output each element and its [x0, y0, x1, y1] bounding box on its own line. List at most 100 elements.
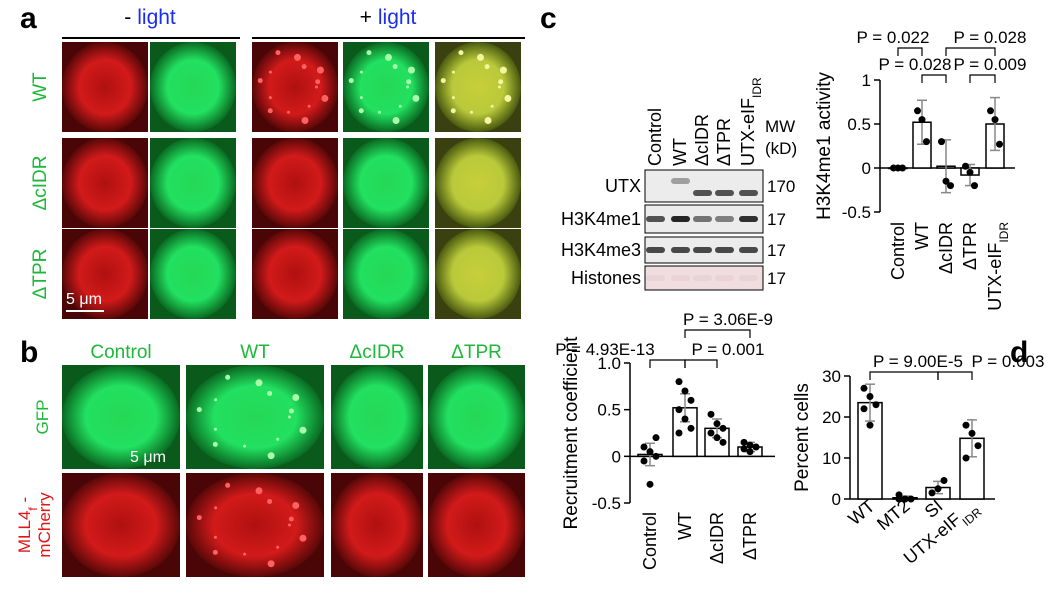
y-axis-label: Percent cells [792, 383, 813, 492]
x-tick-label: ΔTPR [960, 222, 980, 270]
condensate [359, 96, 363, 100]
condensate [288, 523, 291, 527]
condensate [225, 374, 231, 380]
condensate [267, 560, 275, 568]
data-point [746, 441, 754, 449]
x-tick-label: ΔcIDR [707, 512, 727, 564]
data-point [740, 438, 748, 446]
row-label: GFP [33, 400, 52, 435]
data-point [687, 396, 695, 404]
significance-bracket [945, 47, 996, 56]
data-point [940, 477, 948, 485]
text-part: ΔcIDR [936, 222, 956, 274]
condensate [243, 444, 247, 448]
text-part: Control [645, 108, 665, 166]
data-point [675, 429, 683, 437]
p-value: P = 0.028 [879, 55, 952, 74]
nucleus [343, 138, 429, 228]
band-label: H3K4me1 [561, 209, 641, 229]
y-tick-label: 0.5 [847, 115, 871, 134]
condensate [288, 408, 294, 414]
p-value: P = 4.93E-13 [555, 340, 654, 359]
condensate [276, 545, 280, 549]
data-point [652, 452, 660, 460]
scale-bar-label: 5 μm [130, 449, 166, 466]
nucleus [435, 138, 521, 228]
condensate [288, 516, 294, 522]
band-label: Histones [571, 268, 641, 288]
data-point [901, 495, 909, 503]
blot [644, 265, 764, 291]
condition-label: + light [360, 6, 417, 29]
condensate [392, 116, 400, 124]
band [739, 247, 758, 253]
y-tick-label: 0.5 [597, 401, 621, 420]
condensate [267, 452, 275, 460]
text-part: - [124, 6, 131, 29]
significance-bracket [869, 371, 939, 380]
data-point [675, 378, 683, 386]
nucleus [150, 42, 236, 132]
nucleus [62, 42, 148, 132]
significance-bracket [649, 359, 686, 368]
text-part: ΔTPR [740, 512, 760, 560]
condensate [451, 96, 455, 100]
data-point [923, 138, 930, 146]
band-label: H3K4me3 [561, 240, 641, 260]
x-tick-label: WT [675, 512, 695, 540]
lane-label: ΔTPR [714, 118, 734, 166]
column-label: WT [240, 342, 270, 363]
band [715, 190, 734, 196]
text-part: WT [844, 496, 878, 529]
p-value: P = 3.06E-9 [683, 310, 773, 329]
band [671, 247, 690, 253]
condensate [392, 64, 398, 70]
condensate [212, 549, 218, 555]
nucleus [343, 42, 429, 132]
nucleus [252, 138, 338, 228]
p-value: P = 0.003 [972, 352, 1045, 371]
band [671, 275, 690, 281]
condensate [212, 441, 218, 447]
condensate [406, 85, 409, 89]
data-point [928, 489, 936, 497]
nucleus [343, 229, 429, 319]
data-point [918, 116, 926, 124]
data-point [987, 107, 994, 115]
data-point [646, 480, 654, 488]
condensate [348, 78, 354, 84]
data-point [962, 162, 969, 170]
data-point [860, 384, 868, 392]
data-point [652, 434, 660, 442]
mw-label: 17 [767, 210, 786, 229]
condition-label: - light [124, 6, 176, 29]
text-part: f [26, 507, 40, 511]
condensate [214, 398, 218, 402]
text-part: IDR [997, 222, 1011, 243]
condensate [307, 104, 311, 108]
nucleus [62, 138, 148, 228]
panel-label: c [540, 2, 557, 35]
text-part: WT [912, 222, 932, 250]
condensate [440, 78, 446, 84]
text-part: light [137, 6, 176, 29]
condensate [225, 482, 231, 488]
data-point [966, 168, 974, 176]
x-tick-label: Control [888, 222, 908, 280]
condensate [276, 437, 280, 441]
condensate [213, 535, 217, 539]
data-point [962, 421, 970, 429]
nucleus [428, 365, 525, 469]
nucleus [435, 229, 521, 319]
band [715, 275, 734, 281]
condensate [267, 390, 273, 396]
x-tick-label: ΔcIDR [936, 222, 956, 274]
band [671, 216, 690, 222]
data-point [707, 410, 715, 418]
data-point [907, 495, 915, 503]
nucleus [428, 473, 525, 577]
nucleus [331, 473, 423, 577]
x-tick-label: WT [912, 222, 932, 250]
x-tick-label: UTX-eIFIDR [985, 222, 1011, 311]
